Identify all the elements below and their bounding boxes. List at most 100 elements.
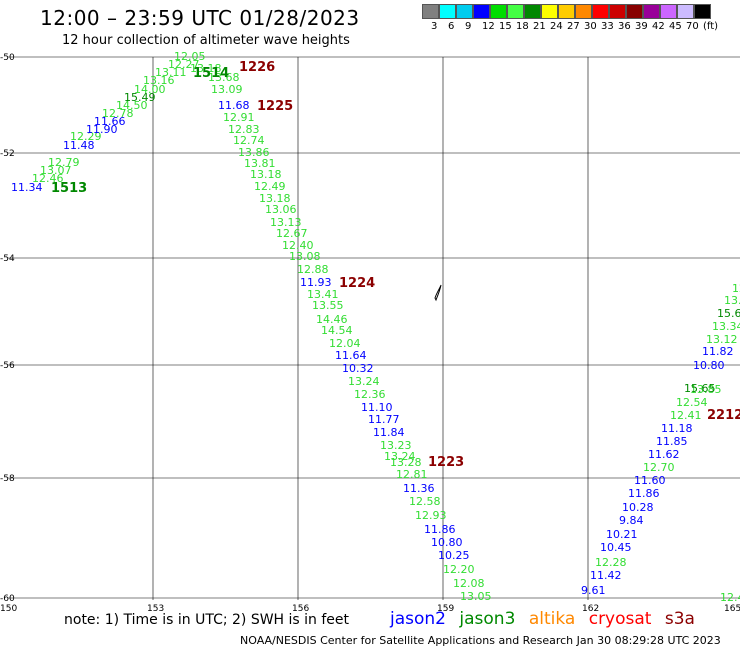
track2-label: 13.13 bbox=[270, 216, 302, 229]
x-tick-label: 150 bbox=[0, 604, 17, 614]
track1-label: 12.27 bbox=[168, 58, 200, 71]
track2-label: 13.18 bbox=[259, 192, 291, 205]
track2-label: 10.25 bbox=[438, 549, 470, 562]
track2-label: 13.08 bbox=[289, 250, 321, 263]
track3-label: 13.34 bbox=[712, 320, 740, 333]
y-tick-label: -52 bbox=[0, 149, 15, 159]
pass-label-1226: 1226 bbox=[239, 60, 275, 75]
track3-label: 12.54 bbox=[676, 396, 708, 409]
scale-swatch bbox=[660, 4, 677, 19]
track1-label: 14.00 bbox=[134, 83, 166, 96]
track2-label: 12.81 bbox=[396, 468, 428, 481]
scale-swatch bbox=[456, 4, 473, 19]
track2-label: 11.86 bbox=[424, 523, 456, 536]
grid bbox=[8, 56, 740, 600]
pass-label-1224: 1224 bbox=[339, 276, 375, 291]
legend-cryosat: cryosat bbox=[588, 609, 652, 629]
track2-label: 12.83 bbox=[228, 123, 260, 136]
track2-label: 12.49 bbox=[254, 180, 286, 193]
track2-label: 11.93 bbox=[300, 276, 332, 289]
footnote: note: 1) Time is in UTC; 2) SWH is in fe… bbox=[64, 612, 350, 628]
y-tick-label: -56 bbox=[0, 361, 15, 371]
track3-label: 15.65 bbox=[684, 382, 716, 395]
legend-s3a: s3a bbox=[664, 609, 695, 629]
x-tick-labels: 150 153 156 159 162 165 bbox=[0, 604, 740, 614]
track3-label: 10.45 bbox=[600, 541, 632, 554]
track2-label: 12.08 bbox=[453, 577, 485, 590]
track3-label: 11.60 bbox=[634, 474, 666, 487]
track3-label: 10.28 bbox=[622, 501, 654, 514]
scale-label: 42 bbox=[652, 21, 665, 32]
scale-label: 45 bbox=[669, 21, 682, 32]
track1-label: 13.18 bbox=[190, 62, 222, 75]
scale-swatch bbox=[507, 4, 524, 19]
track2-label: 13.23 bbox=[380, 439, 412, 452]
track2-label: 11.68 bbox=[218, 99, 250, 112]
scale-swatch bbox=[558, 4, 575, 19]
track2-label: 11.64 bbox=[335, 349, 367, 362]
scale-swatch bbox=[490, 4, 507, 19]
scale-swatch bbox=[694, 4, 711, 19]
track1-label: 12.29 bbox=[70, 130, 102, 143]
track2-label: 13.55 bbox=[312, 299, 344, 312]
satellite-legend: jason2 jason3 altika cryosat s3a bbox=[390, 609, 703, 629]
scale-swatch bbox=[422, 4, 439, 19]
legend-jason3: jason3 bbox=[459, 609, 516, 629]
scale-label: 12 bbox=[482, 21, 495, 32]
track3-label: 15.6 bbox=[717, 307, 740, 320]
pass-label-1514: 1514 bbox=[193, 66, 229, 81]
track3-label: 11.85 bbox=[656, 435, 688, 448]
track2-label: 12.58 bbox=[409, 495, 441, 508]
track1-label: 11.90 bbox=[86, 123, 118, 136]
track1-label: 15.49 bbox=[124, 91, 156, 104]
track1-label: 13.68 bbox=[208, 71, 240, 84]
track2-label: 13.18 bbox=[250, 168, 282, 181]
scale-swatch bbox=[643, 4, 660, 19]
scale-swatch bbox=[677, 4, 694, 19]
scale-swatch bbox=[524, 4, 541, 19]
legend-altika: altika bbox=[528, 609, 576, 629]
track2-label: 10.80 bbox=[431, 536, 463, 549]
x-tick-label: 156 bbox=[292, 604, 309, 614]
scale-label: (ft) bbox=[703, 21, 719, 32]
track3-label: 11.42 bbox=[590, 569, 622, 582]
track1-label: 13.16 bbox=[143, 74, 175, 87]
track3-label: 11.18 bbox=[661, 422, 693, 435]
legend-jason2: jason2 bbox=[390, 609, 446, 629]
scale-label: 27 bbox=[567, 21, 580, 32]
scale-swatch bbox=[541, 4, 558, 19]
x-tick-label: 165 bbox=[724, 604, 740, 614]
track2-label: 13.81 bbox=[244, 157, 276, 170]
track1-label: 11.48 bbox=[63, 139, 95, 152]
scale-swatch bbox=[439, 4, 456, 19]
pass-label-1223: 1223 bbox=[428, 455, 464, 470]
track1-label: 12.05 bbox=[174, 50, 206, 63]
x-tick-label: 159 bbox=[437, 604, 454, 614]
scale-label: 3 bbox=[431, 21, 438, 32]
scale-swatch bbox=[473, 4, 490, 19]
scale-swatch bbox=[609, 4, 626, 19]
track1-label: 13.09 bbox=[211, 83, 243, 96]
track2-label: 12.93 bbox=[415, 509, 447, 522]
track2-label: 12.91 bbox=[223, 111, 255, 124]
track3-label: 12.41 bbox=[670, 409, 702, 422]
track2-label: 12.67 bbox=[276, 227, 308, 240]
track2-label: 13.06 bbox=[265, 203, 297, 216]
track1-label: 12.79 bbox=[48, 156, 80, 169]
track1-label: 12.46 bbox=[32, 172, 64, 185]
track3-label: 10.80 bbox=[693, 359, 725, 372]
x-tick-label: 153 bbox=[147, 604, 164, 614]
track1-label: 12.78 bbox=[102, 107, 134, 120]
track2-label: 11.84 bbox=[373, 426, 405, 439]
track2-label: 12.20 bbox=[443, 563, 475, 576]
scale-label: 24 bbox=[550, 21, 563, 32]
pass-label-2212: 2212 bbox=[707, 408, 740, 423]
track1-label: 13.11 bbox=[155, 66, 187, 79]
scale-label: 21 bbox=[533, 21, 546, 32]
track2-label: 11.77 bbox=[368, 413, 400, 426]
track3-label: 11.62 bbox=[648, 448, 680, 461]
scale-label: 39 bbox=[635, 21, 648, 32]
track3-label: 10.21 bbox=[606, 528, 638, 541]
scale-label: 18 bbox=[516, 21, 529, 32]
